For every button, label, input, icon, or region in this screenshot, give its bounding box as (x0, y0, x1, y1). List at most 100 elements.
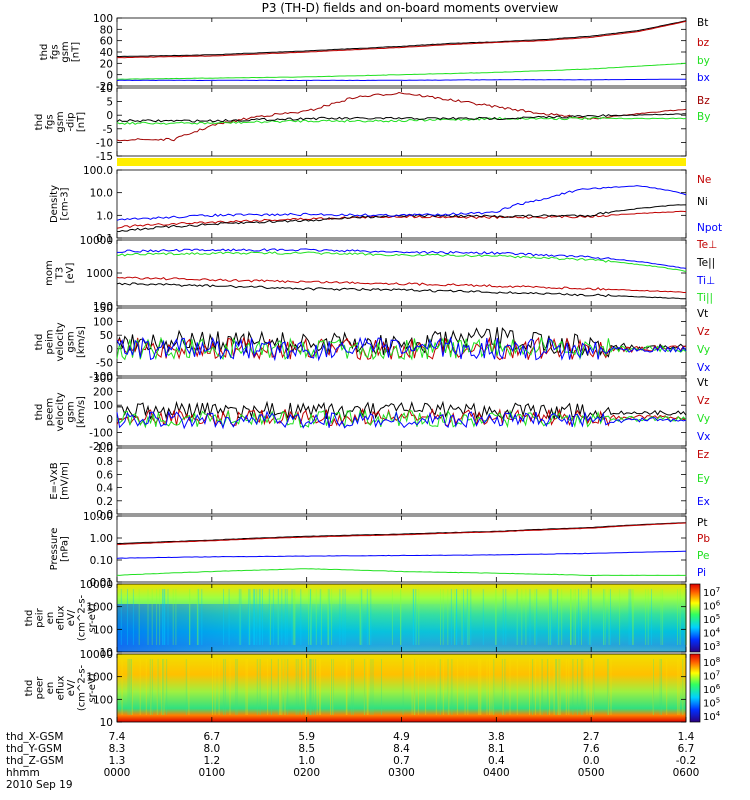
spectrogram-streak (555, 659, 557, 715)
spectrogram-streak (516, 659, 518, 715)
spectrogram-streak (559, 659, 561, 715)
y-tick-label: 10 (100, 83, 113, 95)
spectrogram-streak (573, 589, 575, 645)
spectrogram-streak (565, 659, 567, 715)
spectrogram-streak (304, 659, 306, 715)
spectrogram-streak (346, 659, 348, 715)
y-tick-label: 10 (100, 717, 113, 729)
spectrogram-streak (310, 589, 312, 645)
y-tick-label: 100 (93, 400, 113, 412)
spectrogram-streak (411, 659, 413, 715)
spectrogram-streak (235, 659, 237, 715)
spectrogram-streak (529, 589, 531, 645)
spectrogram-streak (482, 589, 484, 645)
spectrogram-streak (539, 659, 541, 715)
y-axis-label: thd (34, 114, 45, 131)
spectrogram-streak (414, 659, 416, 715)
spectrogram-streak (196, 589, 198, 645)
y-tick-label: 0.01 (90, 577, 113, 589)
spectrogram-streak (570, 589, 572, 645)
y-tick-label: 1.0 (96, 210, 113, 222)
spectrogram-streak (223, 589, 224, 645)
spectrogram-streak (359, 589, 361, 645)
spectrogram-streak (256, 589, 258, 645)
spectrogram-streak (577, 659, 578, 715)
y-tick-label: 1000 (86, 602, 113, 614)
spectrogram-streak (319, 659, 321, 715)
spectrogram-streak (253, 589, 255, 645)
spectrogram-streak (456, 659, 458, 715)
legend-entry: Pt (697, 517, 707, 529)
spectrogram-streak (277, 589, 279, 645)
spectrogram-streak (553, 659, 555, 715)
footer-value: 0100 (198, 767, 225, 779)
spectrogram-streak (414, 659, 416, 715)
spectrogram-streak (489, 659, 490, 715)
colorbar-tick-label: 106 (703, 683, 721, 696)
figure-title: P3 (TH-D) fields and on-board moments ov… (262, 1, 559, 15)
spectrogram-streak (319, 589, 321, 645)
spectrogram-streak (466, 589, 468, 645)
spectrogram-streak (400, 589, 401, 645)
footer-value: 0600 (673, 767, 700, 779)
spectrogram-streak (268, 589, 270, 645)
footer-row-label: thd_X-GSM (6, 731, 63, 743)
spectrogram-streak (447, 659, 449, 715)
y-tick-label: 1.0 (96, 443, 113, 455)
spectrogram-streak (608, 589, 610, 645)
y-axis-label: velocity (55, 392, 66, 431)
spectrogram-streak (127, 589, 128, 645)
spectrogram-streak (342, 589, 344, 645)
y-axis-label: fgs (50, 44, 61, 59)
y-tick-label: 100.0 (83, 165, 113, 177)
spectrogram-streak (312, 659, 314, 715)
spectrogram-streak (330, 659, 332, 715)
spectrogram-streak (559, 659, 561, 715)
y-tick-label: 0 (106, 70, 113, 82)
footer-row-label: thd_Z-GSM (6, 755, 64, 767)
spectrogram-streak (175, 589, 177, 645)
spectrogram-streak (277, 589, 279, 645)
y-tick-label: 0.4 (96, 483, 113, 495)
legend-entry: Ey (697, 473, 710, 485)
spectrogram-streak (319, 659, 321, 715)
y-axis-label: gsm (60, 41, 71, 62)
spectrogram-streak (435, 659, 437, 715)
legend-entry: Pe (697, 550, 709, 562)
colorbar (689, 583, 701, 653)
spectrogram-streak (558, 589, 560, 645)
spectrogram-streak (400, 589, 402, 645)
spectrogram-streak (425, 659, 427, 715)
spectrogram-streak (300, 589, 302, 645)
spectrogram-streak (467, 589, 469, 645)
footer-value: 0200 (293, 767, 320, 779)
footer-row-label: 2010 Sep 19 (6, 779, 73, 791)
footer-value: 8.5 (298, 743, 315, 755)
y-tick-label: 100 (93, 301, 113, 313)
y-tick-label: 0.0 (96, 509, 113, 521)
spectrogram-streak (149, 659, 151, 715)
panel-frame (116, 169, 687, 239)
legend-entry: bz (697, 37, 710, 49)
spectrogram-streak (587, 589, 589, 645)
legend-entry: Vz (697, 326, 710, 338)
y-axis-label: [nT] (76, 112, 87, 132)
y-axis-label: peim (45, 329, 56, 354)
y-axis-label: velocity (55, 322, 66, 361)
spectrogram-streak (582, 659, 584, 715)
series-line-bz (116, 20, 687, 59)
series-line-vy (116, 409, 687, 429)
spectrogram-streak (652, 659, 654, 715)
y-axis-label: thd (34, 334, 45, 351)
spectrogram-streak (607, 659, 609, 715)
y-tick-label: 0.10 (90, 555, 113, 567)
series-line-te (116, 276, 686, 293)
spectrogram-streak (309, 659, 311, 715)
legend-entry: Npot (697, 222, 722, 234)
spectrogram-streak (578, 589, 580, 645)
spectrogram-streak (534, 589, 536, 645)
spectrogram-streak (550, 589, 552, 645)
